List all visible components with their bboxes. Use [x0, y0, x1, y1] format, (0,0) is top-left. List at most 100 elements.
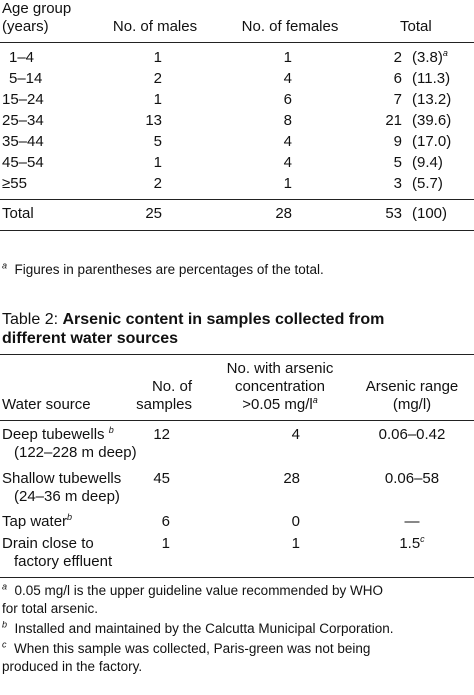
t1-females: 1: [283, 49, 292, 66]
t1-males: 5: [153, 133, 162, 150]
t2-source-footnote-mark: b: [108, 425, 114, 435]
t2-source: Tap waterb: [2, 513, 72, 531]
t1-females: 4: [283, 154, 292, 171]
t1-age: 15–24: [2, 91, 44, 108]
t1-total-total: 53: [385, 205, 402, 222]
t2-arsenic-count: 1: [291, 535, 300, 552]
t1-header-females: No. of females: [241, 18, 339, 35]
t2-header-source: Water source: [2, 396, 91, 413]
t1-total-pct: (100): [412, 205, 448, 222]
t2-header-samples-line1: No. of: [151, 378, 192, 395]
t1-total-males: 25: [145, 205, 162, 222]
t2-range-footnote-mark: c: [420, 534, 425, 544]
t1-age: 35–44: [2, 133, 44, 150]
t2-caption-prefix: Table 2:: [2, 311, 63, 328]
t2-source-detail: (24–36 m deep): [14, 488, 120, 505]
t1-pct: (3.8)a: [412, 49, 448, 67]
t2-caption-line2: different water sources: [2, 330, 179, 347]
t1-age: 5–14: [9, 70, 43, 87]
t2-source: Shallow tubewells: [2, 470, 122, 487]
t2-header-rule: [0, 420, 474, 421]
t1-footnote-mark: a: [2, 260, 8, 271]
t1-total: 3: [393, 175, 402, 192]
t1-pct: (39.6): [412, 112, 452, 129]
t2-footnote-a-line1: a 0.05 mg/l is the upper guideline value…: [2, 581, 383, 599]
t2-samples: 6: [161, 513, 170, 530]
t1-males: 2: [153, 175, 162, 192]
t1-total: 2: [393, 49, 402, 66]
t2-arsenic-count: 28: [283, 470, 300, 487]
t2-arsenic-count: 4: [291, 426, 300, 443]
t1-pct-footnote-mark: a: [442, 48, 448, 58]
t1-age: ≥55: [2, 175, 27, 192]
t2-footnote-c-line1: c When this sample was collected, Paris-…: [2, 639, 371, 657]
t1-males: 1: [153, 154, 162, 171]
t2-samples: 45: [153, 470, 170, 487]
t2-header-arsenic-line3: >0.05 mg/la: [205, 396, 355, 414]
t1-pct-value: (3.8): [412, 49, 443, 66]
t1-females: 1: [283, 175, 292, 192]
t2-footnote-text: Installed and maintained by the Calcutta…: [14, 621, 394, 636]
t1-footnote: a Figures in parentheses are percentages…: [2, 260, 324, 278]
t1-males: 2: [153, 70, 162, 87]
t2-range: 0.06–58: [384, 470, 440, 487]
t2-samples: 12: [153, 426, 170, 443]
t2-source-name: Tap water: [2, 513, 68, 530]
t1-males: 13: [145, 112, 162, 129]
t2-range: 0.06–0.42: [378, 426, 446, 443]
t1-pct: (9.4): [412, 154, 443, 171]
t2-footnote-mark: b: [2, 619, 8, 630]
t1-bottom-rule: [0, 230, 474, 231]
t1-total-label: Total: [2, 205, 34, 222]
t1-total: 21: [385, 112, 402, 129]
t1-header-rule: [0, 42, 474, 43]
t1-males: 1: [153, 91, 162, 108]
t2-source-detail: (122–228 m deep): [14, 444, 137, 461]
t2-range: 1.5c: [350, 535, 474, 553]
t2-arsenic-count: 0: [291, 513, 300, 530]
t1-footnote-text: Figures in parentheses are percentages o…: [14, 262, 324, 277]
t2-source-footnote-mark: b: [67, 512, 73, 522]
t1-total-females: 28: [275, 205, 292, 222]
t1-males: 1: [153, 49, 162, 66]
t2-footnote-a-line2: for total arsenic.: [2, 601, 99, 616]
t2-caption-line1: Table 2: Arsenic content in samples coll…: [2, 310, 384, 329]
t2-header-arsenic-footnote-mark: a: [312, 395, 318, 405]
t2-footnote-text: 0.05 mg/l is the upper guideline value r…: [14, 583, 383, 598]
t2-header-arsenic-line1: No. with arsenic: [226, 360, 334, 377]
t2-source: Drain close to: [2, 535, 94, 552]
t2-header-range-line2: (mg/l): [392, 396, 432, 413]
t2-source: Deep tubewells b: [2, 426, 114, 444]
t2-samples: 1: [161, 535, 170, 552]
t2-header-samples-line2: samples: [136, 396, 192, 413]
t1-total-rule: [0, 199, 474, 200]
t1-header-total: Total: [400, 18, 432, 35]
t1-total: 6: [393, 70, 402, 87]
t2-footnote-c-line2: produced in the factory.: [2, 659, 143, 674]
t1-age: 1–4: [9, 49, 35, 66]
t1-females: 6: [283, 91, 292, 108]
t2-caption-bold-1: Arsenic content in samples collected fro…: [62, 311, 385, 328]
t1-header-age-line1: Age group: [2, 0, 72, 17]
t2-source-name: Deep tubewells: [2, 426, 109, 443]
t1-females: 4: [283, 70, 292, 87]
t1-total: 9: [393, 133, 402, 150]
t1-females: 4: [283, 133, 292, 150]
t2-bottom-rule: [0, 577, 474, 578]
t2-range-value: 1.5: [399, 535, 421, 552]
t2-footnote-text: When this sample was collected, Paris-gr…: [14, 641, 371, 656]
t1-total: 7: [393, 91, 402, 108]
t1-pct: (5.7): [412, 175, 443, 192]
t2-header-range-line1: Arsenic range: [365, 378, 459, 395]
t2-footnote-b-line1: b Installed and maintained by the Calcut…: [2, 619, 394, 637]
t2-footnote-mark: a: [2, 581, 8, 592]
t1-pct: (17.0): [412, 133, 452, 150]
t1-pct: (11.3): [412, 70, 451, 87]
t2-header-arsenic-line2: concentration: [234, 378, 326, 395]
t2-source-detail: factory effluent: [14, 553, 113, 570]
t1-age: 45–54: [2, 154, 44, 171]
t1-age: 25–34: [2, 112, 44, 129]
t1-total: 5: [393, 154, 402, 171]
t2-footnote-mark: c: [2, 639, 7, 650]
t2-header-arsenic-threshold: >0.05 mg/l: [242, 396, 313, 413]
